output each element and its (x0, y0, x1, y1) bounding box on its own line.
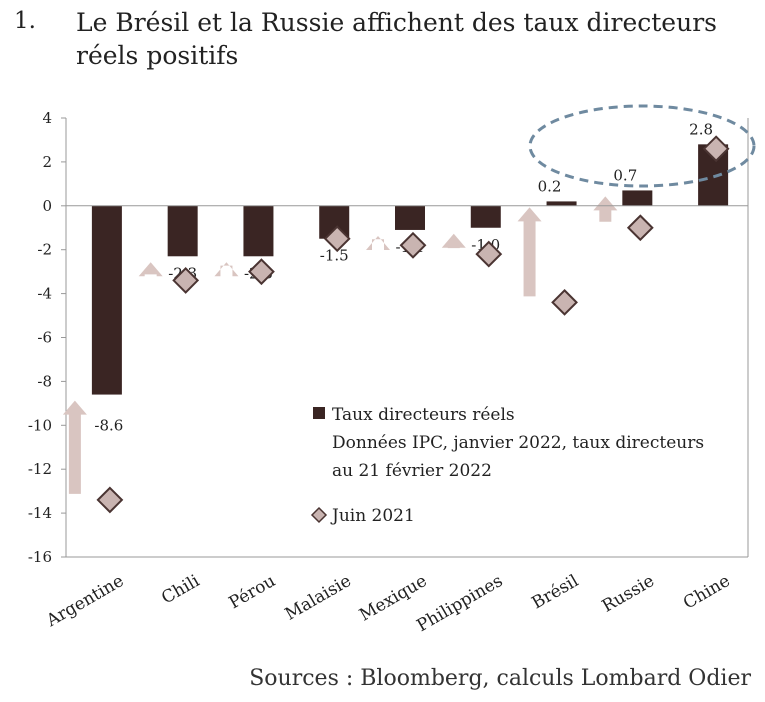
bar (91, 205, 122, 395)
y-tick-label: -10 (28, 416, 52, 434)
bar (395, 205, 425, 230)
data-label: 2.8 (689, 120, 713, 138)
marker-diamond (248, 258, 275, 286)
chart-title: Le Brésil et la Russie affichent des tau… (76, 8, 717, 70)
highlight-ellipse (528, 104, 756, 188)
marker-diamond (551, 288, 578, 316)
category-label: Brésil (529, 571, 583, 613)
y-tick-label: -16 (28, 548, 52, 566)
category-label: Chili (158, 571, 203, 609)
y-tick-label: 2 (42, 153, 52, 171)
category-label: Pérou (226, 571, 279, 613)
data-label: -1.5 (320, 247, 349, 265)
change-arrow (214, 262, 239, 277)
marker-diamond (475, 240, 503, 268)
y-tick-label: -6 (37, 329, 52, 347)
change-arrow (366, 235, 390, 250)
marker-diamond (96, 486, 124, 514)
y-tick-label: -2 (37, 241, 52, 259)
change-arrow (517, 207, 542, 297)
y-tick-label: -12 (28, 460, 52, 478)
y-tick-label: -8 (37, 372, 52, 390)
legend-bar-label: Données IPC, janvier 2022, taux directeu… (332, 433, 704, 453)
bar (622, 190, 653, 206)
legend-bar-label: au 21 février 2022 (332, 461, 492, 481)
y-tick-label: -14 (28, 504, 52, 522)
y-tick-label: -4 (37, 285, 52, 303)
data-label: 0.7 (613, 166, 637, 184)
y-tick-label: 0 (42, 197, 52, 215)
data-label: 0.2 (538, 177, 562, 195)
bar (470, 205, 501, 228)
bar (167, 205, 198, 257)
source-note: Sources : Bloomberg, calculs Lombard Odi… (249, 666, 751, 691)
bar (243, 205, 274, 257)
marker-diamond (399, 231, 427, 259)
marker-diamond (626, 214, 654, 242)
marker-diamond (172, 267, 200, 294)
category-label: Philippines (413, 571, 506, 636)
title-number: 1. (14, 8, 36, 34)
bar (546, 201, 577, 206)
change-arrow (62, 400, 87, 494)
legend-diamond-label: Juin 2021 (330, 506, 415, 526)
category-label: Russie (599, 571, 658, 617)
y-tick-label: 4 (42, 109, 52, 127)
category-label: Argentine (42, 571, 127, 632)
change-arrow (593, 196, 618, 222)
marker-diamond (702, 135, 730, 163)
category-label: Chine (680, 571, 734, 614)
data-label: -8.6 (94, 417, 123, 435)
marker-diamond (323, 225, 351, 253)
legend-bar-label: Taux directeurs réels (332, 405, 515, 425)
legend-diamond-swatch (310, 506, 328, 524)
category-label: Malaisie (282, 571, 355, 625)
change-arrow (138, 262, 163, 277)
legend-bar-swatch (313, 407, 325, 419)
change-arrow (441, 233, 466, 249)
